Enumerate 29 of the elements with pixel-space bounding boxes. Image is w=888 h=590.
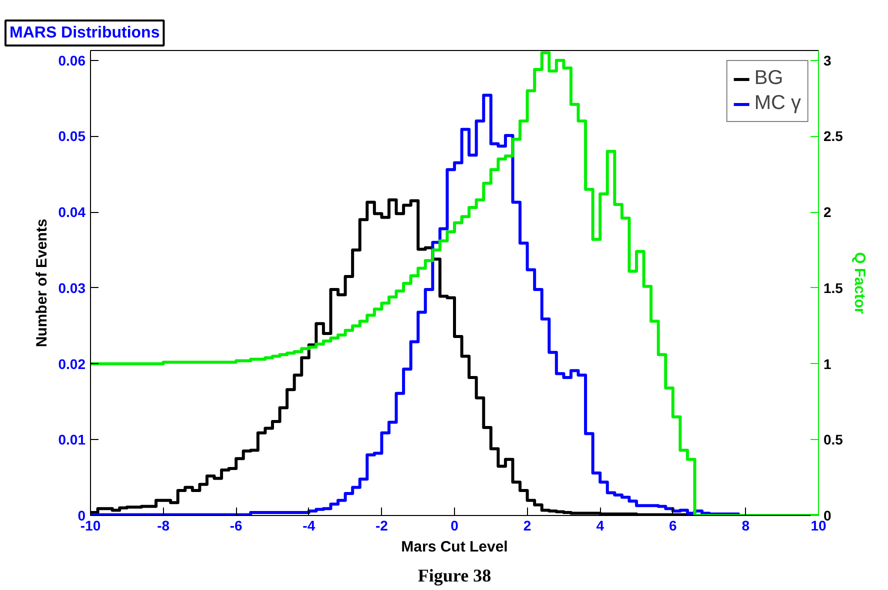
x-tick-label: -4 <box>302 518 316 534</box>
x-tick-label: -6 <box>230 518 243 534</box>
y2-tick-label: 1.5 <box>824 280 844 296</box>
y-tick-label: 0.06 <box>58 52 86 68</box>
y-tick-label: 0.01 <box>58 432 86 448</box>
y-tick-label: 0.04 <box>58 204 86 220</box>
x-axis-title: Mars Cut Level <box>401 538 508 556</box>
caption: Figure 38 <box>418 566 492 586</box>
chart-title: MARS Distributions <box>10 24 160 42</box>
y-tick-label: 0.03 <box>58 280 86 296</box>
y2-tick-label: 2.5 <box>824 128 844 144</box>
y2-tick-label: 1 <box>824 356 832 372</box>
y2-tick-label: 2 <box>824 204 832 220</box>
x-tick-label: 4 <box>596 518 604 534</box>
legend-label: MC γ <box>754 92 801 115</box>
x-tick-label: 0 <box>450 518 459 534</box>
y2-tick-label: 0.5 <box>824 432 844 448</box>
y2-axis-title: Q Factor <box>850 252 868 314</box>
x-tick-label: -8 <box>157 518 170 534</box>
y-tick-label: 0.02 <box>58 356 86 372</box>
x-tick-label: 2 <box>523 518 532 534</box>
y-tick-label: 0 <box>78 508 86 524</box>
x-tick-label: 8 <box>742 518 750 534</box>
y-axis-title: Number of Events <box>33 218 50 348</box>
x-tick-label: 6 <box>669 518 678 534</box>
y2-tick-label: 3 <box>824 52 832 68</box>
legend-label: BG <box>754 67 784 90</box>
y-tick-label: 0.05 <box>58 128 86 144</box>
x-tick-label: -2 <box>375 518 388 534</box>
